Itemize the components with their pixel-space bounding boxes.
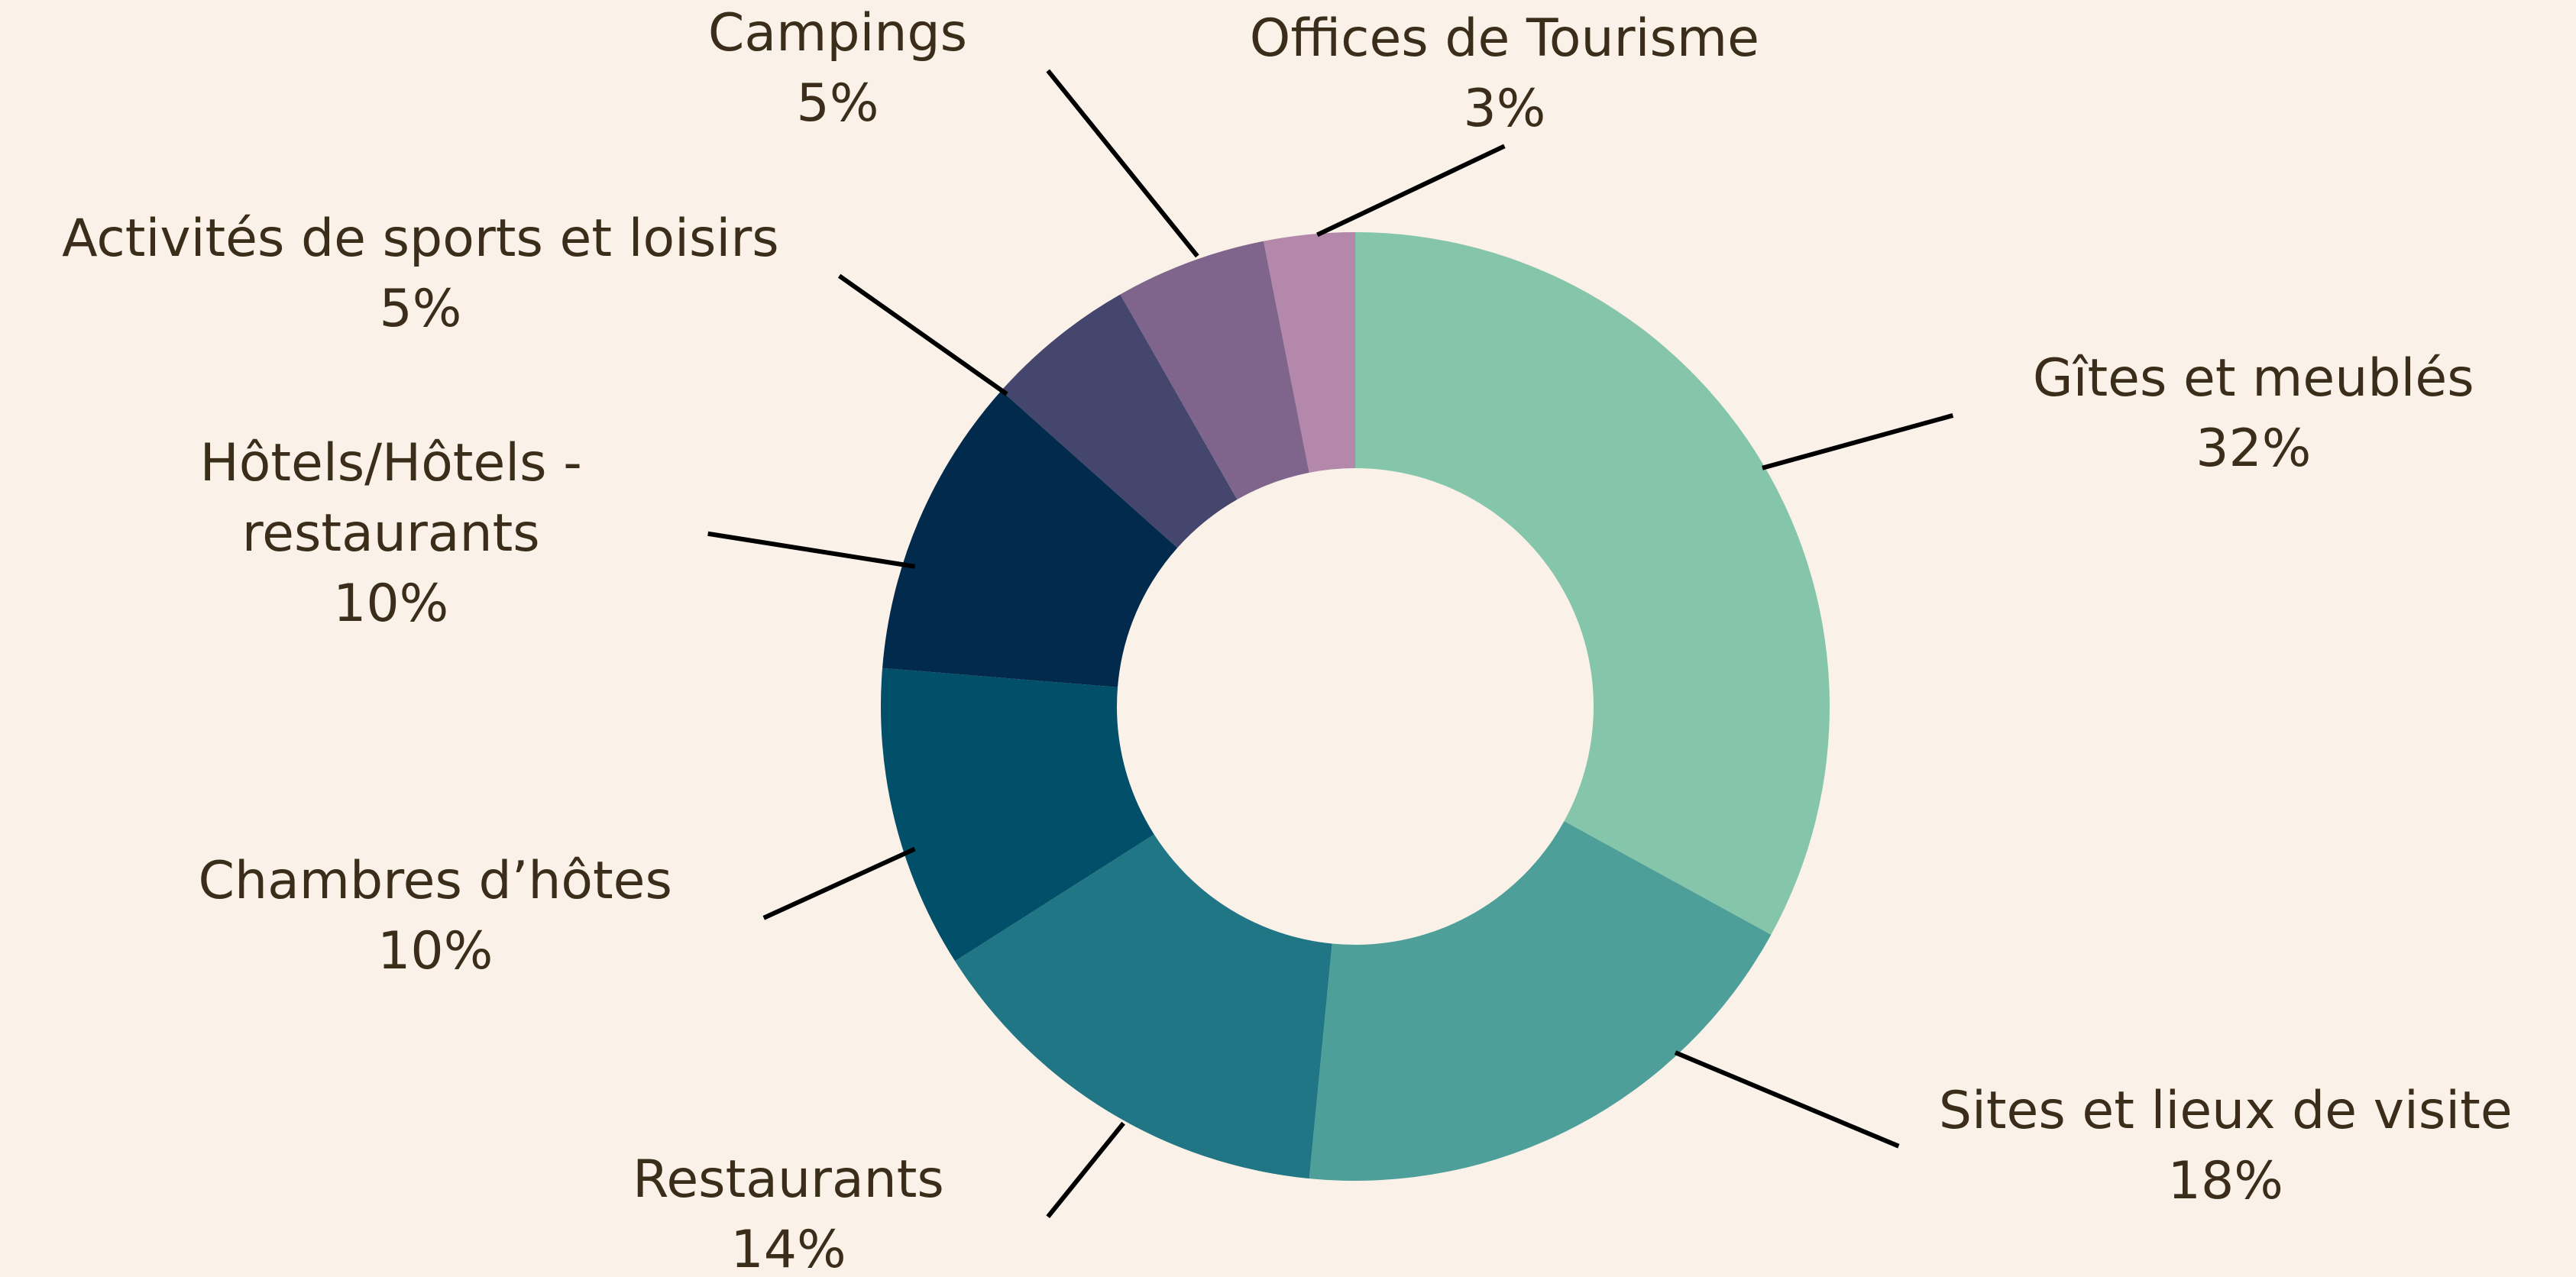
leader-line bbox=[1046, 69, 1199, 258]
value-label: 5% bbox=[796, 73, 879, 134]
value-label: 14% bbox=[730, 1220, 846, 1277]
category-label: Hôtels/Hôtels - restaurants bbox=[199, 432, 582, 564]
leader-line bbox=[1046, 1121, 1125, 1219]
value-label: 18% bbox=[2167, 1150, 2283, 1211]
category-label: Restaurants bbox=[633, 1149, 944, 1210]
donut-slice bbox=[1309, 821, 1772, 1181]
slice-label: Hôtels/Hôtels - restaurants 10% bbox=[154, 428, 628, 639]
donut-slice bbox=[1120, 241, 1309, 499]
slice-label: Offices de Tourisme 3% bbox=[1250, 4, 1759, 144]
leader-line bbox=[707, 531, 916, 569]
category-label: Campings bbox=[707, 3, 968, 64]
donut-slice bbox=[881, 668, 1154, 962]
leader-line bbox=[837, 273, 1008, 396]
slice-label: Chambres d’hôtes 10% bbox=[199, 846, 672, 987]
value-label: 32% bbox=[2196, 418, 2312, 479]
category-label: Gîtes et meublés bbox=[2032, 348, 2474, 409]
donut-slice bbox=[1355, 232, 1830, 935]
slice-label: Campings 5% bbox=[708, 0, 967, 139]
value-label: 5% bbox=[379, 279, 462, 340]
donut-slice bbox=[1001, 294, 1238, 548]
leader-line bbox=[762, 846, 916, 920]
leader-line bbox=[1674, 1050, 1900, 1149]
donut-slice bbox=[1264, 232, 1355, 473]
value-label: 10% bbox=[377, 920, 494, 981]
slice-label: Gîtes et meublés 32% bbox=[2033, 344, 2474, 484]
slice-label: Activités de sports et loisirs 5% bbox=[62, 204, 779, 344]
category-label: Sites et lieux de visite bbox=[1938, 1080, 2513, 1141]
value-label: 10% bbox=[333, 573, 449, 634]
value-label: 3% bbox=[1463, 78, 1546, 139]
slice-label: Restaurants 14% bbox=[633, 1145, 944, 1277]
leader-line bbox=[1316, 144, 1506, 238]
donut-slice bbox=[955, 834, 1332, 1179]
category-label: Chambres d’hôtes bbox=[198, 850, 672, 911]
category-label: Activités de sports et loisirs bbox=[62, 209, 779, 270]
donut-slice bbox=[882, 390, 1178, 687]
slice-label: Sites et lieux de visite 18% bbox=[1939, 1076, 2513, 1217]
leader-line bbox=[1762, 413, 1954, 470]
category-label: Offices de Tourisme bbox=[1249, 8, 1759, 69]
